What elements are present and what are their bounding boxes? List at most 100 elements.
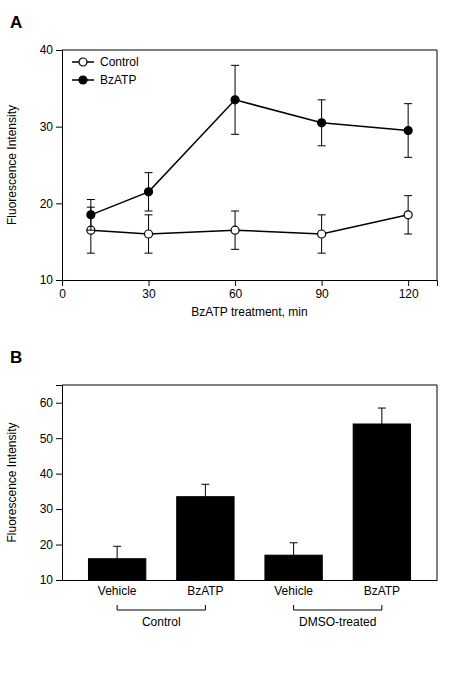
panel: 10 20 30 40 50 60 Vehicle BzATP Vehicle BzATP Cont…	[40, 385, 438, 629]
panel-title: A	[10, 13, 22, 32]
frame	[437, 385, 438, 580]
point	[87, 211, 95, 219]
tick-label: 30	[40, 502, 54, 516]
point	[231, 226, 239, 234]
tick-mark	[322, 280, 323, 286]
tick: 40	[40, 467, 62, 481]
error-bar	[404, 196, 412, 234]
group-bracket	[117, 605, 205, 610]
tick: 50	[40, 432, 62, 446]
series	[87, 65, 412, 230]
tick-label: 30	[40, 120, 54, 134]
group-bracket	[294, 605, 382, 610]
tick-mark	[56, 50, 62, 51]
tick-label: 40	[40, 467, 54, 481]
tick: Vehicle	[274, 584, 313, 598]
y-axis: 10 20 30 40	[40, 43, 63, 287]
tick-mark	[56, 403, 62, 404]
tick-label: 120	[399, 287, 419, 301]
legend-marker	[79, 76, 87, 84]
tick: 120	[399, 280, 419, 301]
error-bar	[87, 200, 95, 231]
point	[318, 119, 326, 127]
point	[231, 96, 239, 104]
legend-marker	[79, 58, 87, 66]
error-bar	[378, 408, 386, 440]
error-bar	[87, 207, 95, 253]
tick-label: 60	[229, 287, 243, 301]
tick-mark	[62, 280, 63, 286]
tick-label: 20	[40, 538, 54, 552]
tick: 60	[229, 280, 243, 301]
error-bar	[113, 546, 121, 571]
line	[91, 215, 408, 234]
plot-area	[88, 408, 410, 580]
legend-label: Control	[100, 55, 139, 69]
point	[145, 188, 153, 196]
tick: 10	[40, 273, 62, 287]
frame	[437, 50, 438, 280]
tick-label: 20	[40, 197, 54, 211]
tick: BzATP	[364, 584, 400, 598]
tick: 90	[315, 280, 329, 301]
error-bar	[145, 173, 153, 211]
tick-label: 60	[40, 396, 54, 410]
tick-label: 10	[40, 573, 54, 587]
tick-label: 50	[40, 432, 54, 446]
tick: 30	[40, 502, 62, 516]
plot-area	[87, 65, 412, 253]
error-bar	[318, 100, 326, 146]
axis-line	[56, 386, 63, 581]
tick-mark	[56, 203, 62, 204]
tick-mark	[56, 545, 62, 546]
point	[145, 230, 153, 238]
bar	[177, 497, 234, 580]
tick: 30	[40, 120, 62, 134]
error-bar	[290, 543, 298, 568]
x-axis: 0 30 60 90 120	[59, 280, 437, 301]
tick-mark	[56, 438, 62, 439]
tick-mark	[235, 280, 236, 286]
tick: 40	[40, 43, 62, 57]
tick-mark	[408, 280, 409, 286]
error-bar	[318, 215, 326, 253]
legend-item: Control	[72, 55, 139, 69]
tick-label: 90	[315, 287, 329, 301]
panel: 10 20 30 40 0 30 60 90 120 BzATP treatment, min Co…	[40, 43, 438, 319]
frame	[62, 385, 437, 386]
legend-item: BzATP	[72, 73, 136, 87]
panel-title: B	[10, 348, 22, 367]
y-axis-label: Fluorescence Intensity	[5, 422, 19, 542]
group-label: DMSO-treated	[299, 615, 376, 629]
error-bar	[145, 215, 153, 253]
tick-mark	[149, 280, 150, 286]
tick-mark	[56, 580, 62, 581]
point	[404, 211, 412, 219]
axis-line	[63, 580, 438, 581]
error-bar	[231, 211, 239, 249]
tick-label: 40	[40, 43, 54, 57]
tick: 20	[40, 538, 62, 552]
line	[91, 100, 408, 215]
tick: 60	[40, 396, 62, 410]
bar	[353, 424, 410, 580]
x-axis-label: BzATP treatment, min	[191, 305, 307, 319]
error-bar	[404, 104, 412, 158]
tick: 0	[59, 280, 66, 301]
chart: 10 20 30 40 0 30 60 90 120 BzATP treatment, min Co…	[0, 0, 459, 680]
group-label: Control	[142, 615, 181, 629]
series	[87, 196, 412, 254]
tick-mark	[56, 509, 62, 510]
tick: 30	[142, 280, 156, 301]
axis-line	[56, 51, 63, 281]
tick-label: BzATP	[187, 584, 223, 598]
error-bar	[231, 65, 239, 134]
y-axis: 10 20 30 40 50 60	[40, 386, 63, 588]
tick-label: Vehicle	[274, 584, 313, 598]
legend: Control BzATP	[72, 55, 139, 87]
tick-mark	[56, 280, 62, 281]
axis-line	[63, 281, 438, 287]
x-axis: Vehicle BzATP Vehicle BzATP	[63, 581, 438, 598]
tick: Vehicle	[98, 584, 137, 598]
tick-label: 10	[40, 273, 54, 287]
